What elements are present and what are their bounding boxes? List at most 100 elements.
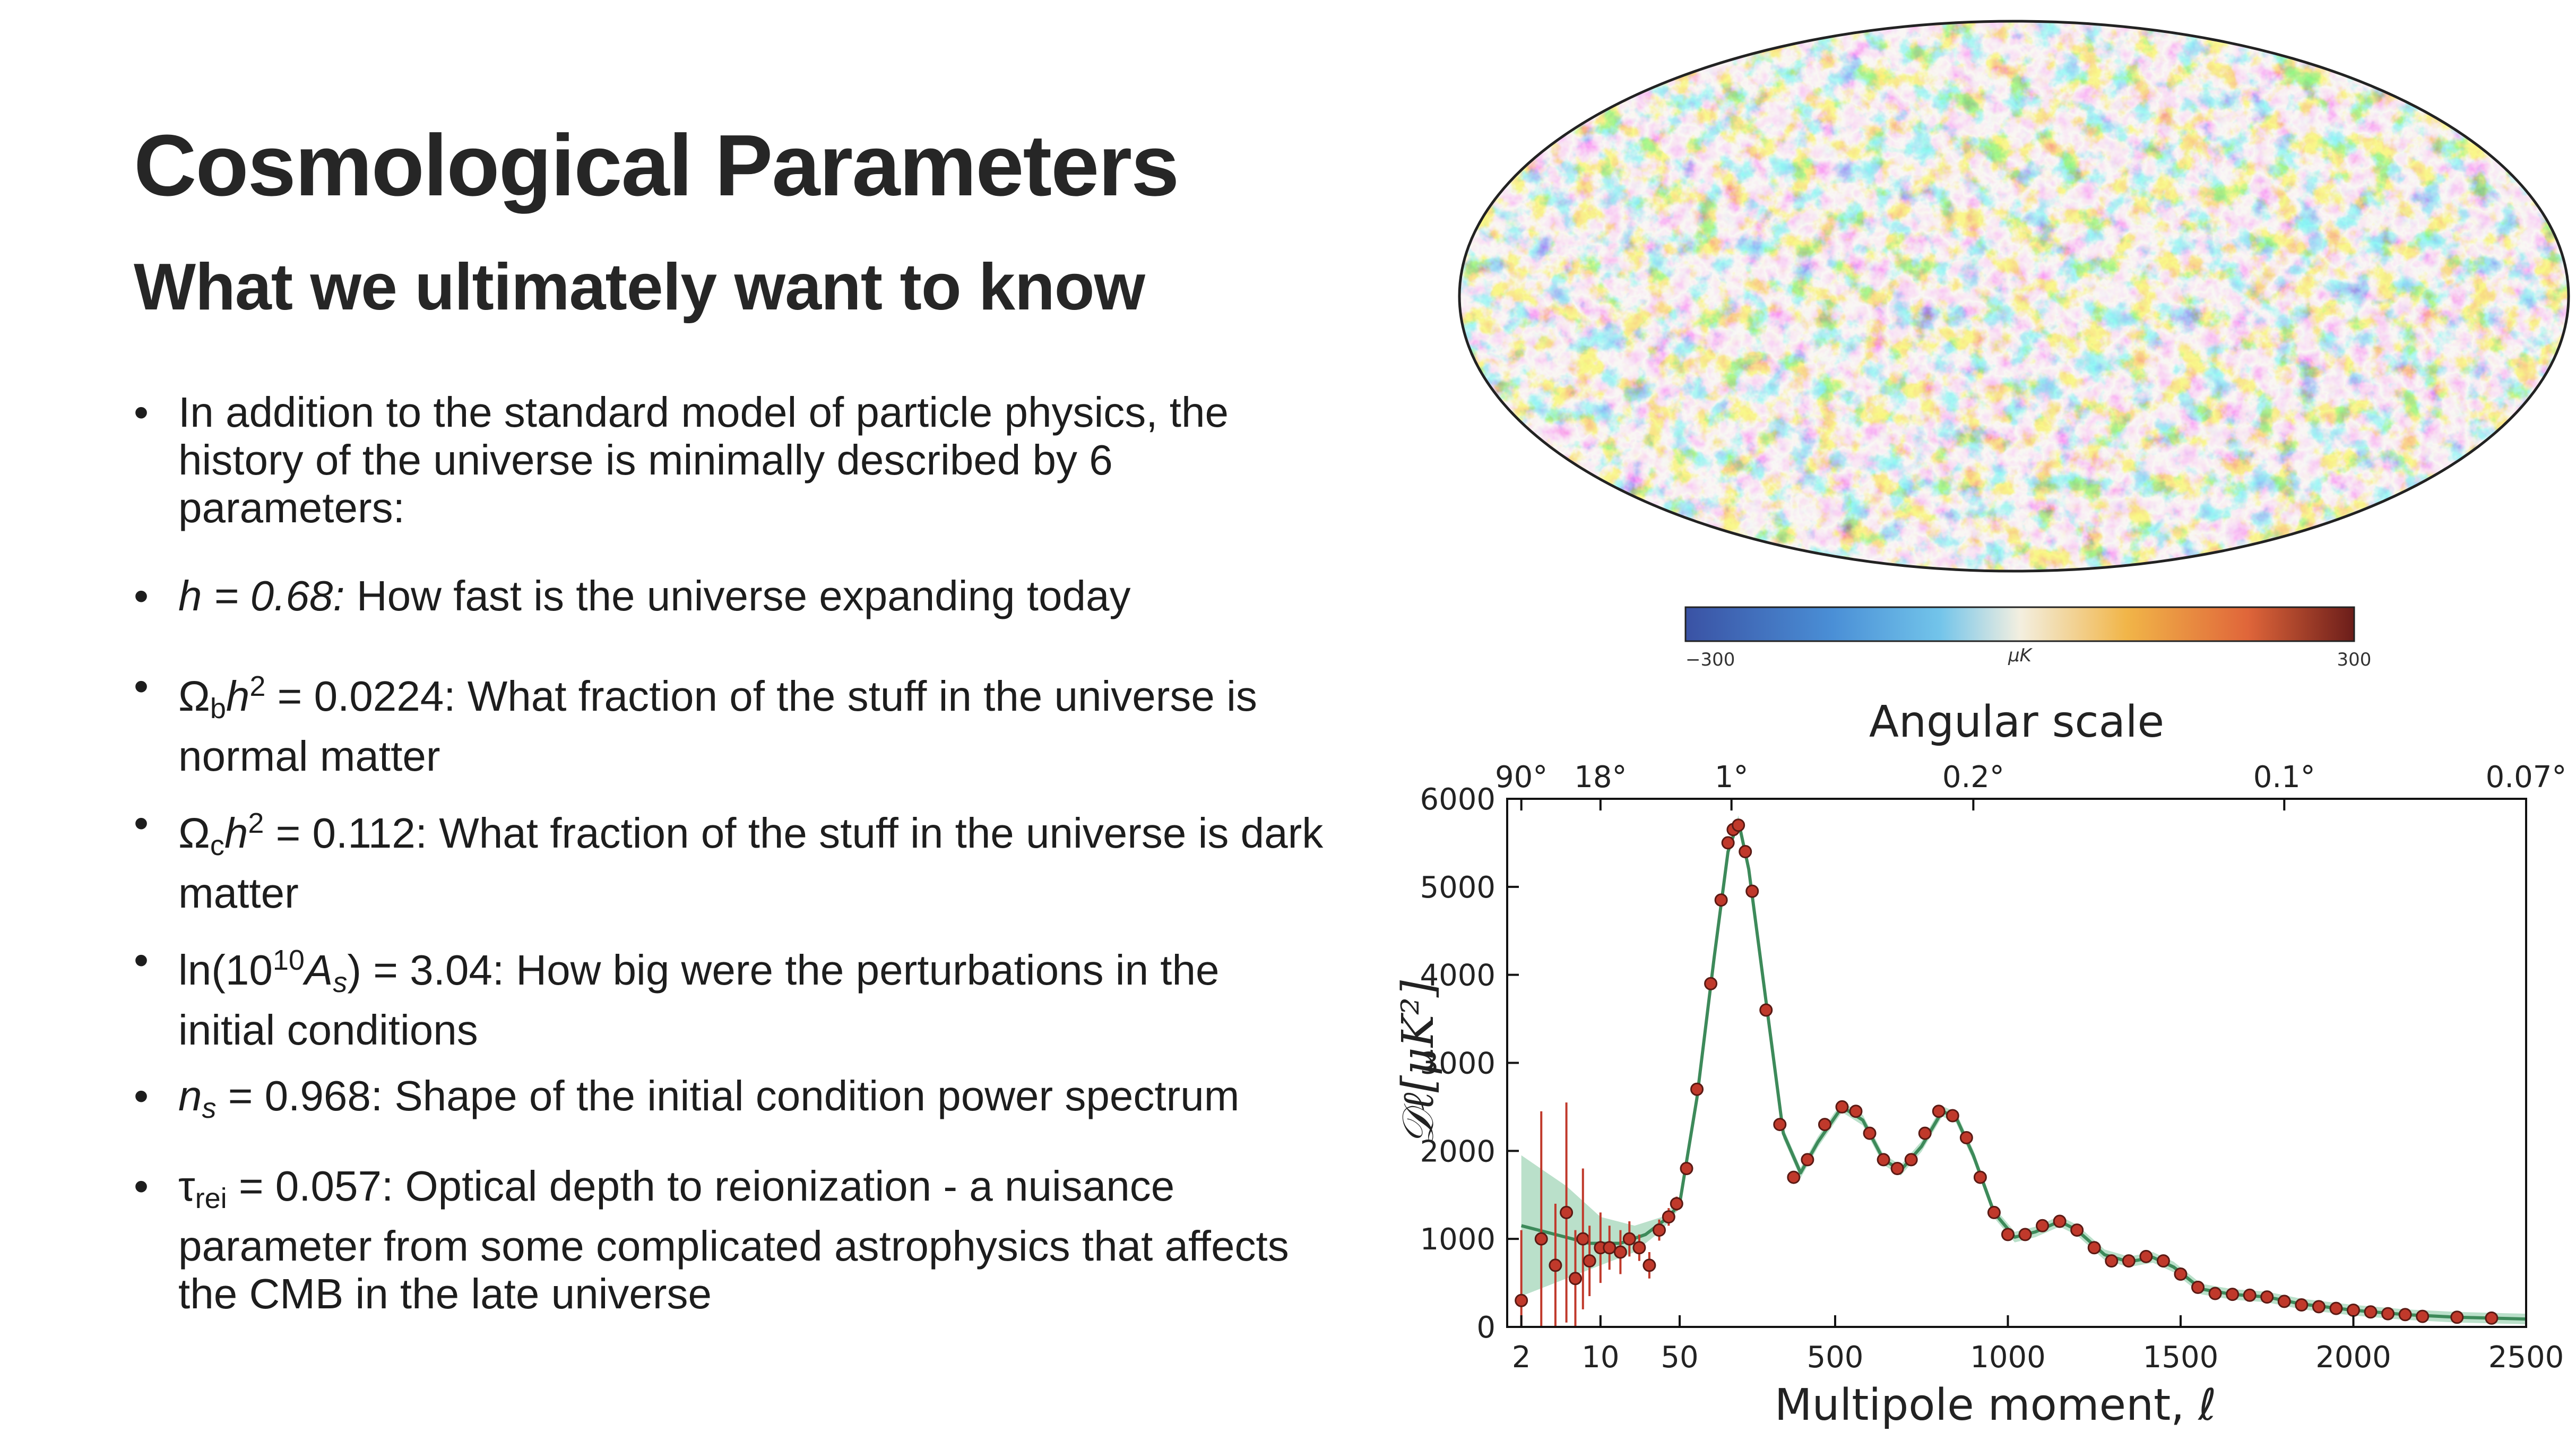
- x-tick-label: 1500: [2143, 1340, 2219, 1375]
- data-point: [2260, 1290, 2274, 1304]
- x-axis-title: Multipole moment, ℓ: [1775, 1380, 2216, 1430]
- y-tick-label: 5000: [1420, 870, 1496, 905]
- bullet-dot: •: [134, 1072, 149, 1119]
- bullet-dot: •: [134, 1162, 149, 1210]
- slide-subtitle: What we ultimately want to know: [134, 251, 1145, 324]
- data-point: [1932, 1105, 1946, 1118]
- data-point: [1773, 1118, 1787, 1132]
- data-point: [2087, 1241, 2101, 1255]
- data-point: [1877, 1153, 1890, 1167]
- data-point: [1576, 1232, 1590, 1246]
- data-point: [2277, 1295, 2291, 1308]
- a-symbol: A: [304, 946, 333, 994]
- data-point: [1613, 1245, 1627, 1259]
- bullet-dot: •: [134, 389, 149, 436]
- top-tick-label: 90°: [1495, 760, 1548, 795]
- amplitude-text: ) = 3.04: How big were the perturbations…: [178, 946, 1220, 1054]
- power-spectrum-chart: 0 1000 2000 3000 4000 5000 6000 2 10 50 500 1000 150…: [1396, 697, 2566, 1430]
- data-point: [1818, 1118, 1831, 1132]
- data-point: [2226, 1288, 2240, 1301]
- top-tick-label: 0.07°: [2486, 760, 2567, 795]
- bullet-text: In addition to the standard model of par…: [178, 389, 1229, 531]
- x-tick-label: 2: [1512, 1340, 1531, 1375]
- cmb-sky-map: [1458, 20, 2570, 573]
- omega-b-text: = 0.0224: What fraction of the stuff in …: [178, 672, 1257, 780]
- bullet-dot: •: [134, 936, 149, 984]
- data-point: [2122, 1254, 2136, 1268]
- data-point: [1835, 1100, 1849, 1114]
- data-point: [1549, 1258, 1562, 1272]
- tau-text: = 0.057: Optical depth to reionization -…: [178, 1162, 1289, 1317]
- data-points: [1515, 818, 2499, 1327]
- data-point: [1801, 1153, 1814, 1167]
- axes: 0 1000 2000 3000 4000 5000 6000 2 10 50 500 1000 150…: [1420, 760, 2566, 1375]
- omega-c-subscript: c: [210, 830, 224, 861]
- h-symbol: h: [226, 672, 250, 720]
- data-point: [1987, 1205, 2001, 1219]
- bullet-omega-c: • Ωch2 = 0.112: What fraction of the stu…: [134, 799, 1328, 917]
- rei-subscript: rei: [195, 1183, 227, 1214]
- y-tick-label: 3000: [1420, 1047, 1496, 1081]
- data-point: [2485, 1311, 2499, 1325]
- data-point: [1959, 1131, 1973, 1144]
- h-symbol: h: [224, 809, 248, 857]
- top-tick-label: 0.2°: [1942, 760, 2004, 795]
- y-axis-title: 𝒟ℓ[μK²]: [1396, 980, 1443, 1145]
- data-point: [2364, 1305, 2378, 1319]
- ns-text: = 0.968: Shape of the initial condition …: [216, 1072, 1240, 1119]
- data-point: [1534, 1232, 1548, 1246]
- data-point: [2381, 1307, 2395, 1321]
- data-point: [2295, 1298, 2309, 1312]
- bullet-intro: • In addition to the standard model of p…: [134, 389, 1328, 532]
- data-point: [1662, 1210, 1675, 1224]
- model-uncertainty-band: [1521, 815, 2526, 1325]
- data-point: [1603, 1241, 1617, 1255]
- data-point: [1973, 1170, 1987, 1184]
- data-point: [2450, 1310, 2464, 1324]
- data-point: [1732, 818, 1745, 832]
- superscript: 2: [248, 807, 264, 839]
- data-point: [1704, 977, 1718, 990]
- x-tick-label: 10: [1581, 1340, 1619, 1375]
- data-point: [2105, 1254, 2119, 1268]
- data-point: [2243, 1288, 2257, 1302]
- data-point: [2036, 1219, 2050, 1232]
- data-point: [2191, 1280, 2205, 1294]
- x-tick-label: 500: [1807, 1340, 1864, 1375]
- n-symbol: n: [178, 1072, 202, 1119]
- y-tick-label: 2000: [1420, 1134, 1496, 1169]
- omega-c-text: = 0.112: What fraction of the stuff in t…: [178, 809, 1324, 917]
- data-point: [1643, 1258, 1656, 1272]
- colorbar-unit-label: μK: [2008, 645, 2033, 666]
- bullet-ns: • ns = 0.968: Shape of the initial condi…: [134, 1072, 1328, 1132]
- s-subscript: s: [333, 967, 348, 998]
- data-point: [1890, 1162, 1904, 1175]
- data-point: [2346, 1303, 2360, 1317]
- uncertainty-band-high: [1680, 815, 2526, 1325]
- omega-symbol: Ω: [178, 672, 210, 720]
- data-point: [1680, 1162, 1693, 1175]
- hubble-text: How fast is the universe expanding today: [344, 572, 1131, 619]
- data-point: [2174, 1267, 2188, 1281]
- data-point: [1759, 1003, 1773, 1017]
- y-tick-label: 0: [1476, 1310, 1496, 1345]
- tau-symbol: τ: [178, 1162, 195, 1210]
- data-point: [1568, 1272, 1582, 1286]
- data-point: [1690, 1082, 1704, 1096]
- bullet-hubble: • h = 0.68: How fast is the universe exp…: [134, 572, 1328, 620]
- data-point: [1739, 845, 1752, 858]
- colorbar-min-label: −300: [1685, 649, 1735, 667]
- data-point: [2398, 1308, 2412, 1322]
- hubble-symbol: h = 0.68:: [178, 572, 345, 619]
- data-point: [2312, 1300, 2326, 1314]
- data-point: [1670, 1197, 1683, 1211]
- y-tick-label: 4000: [1420, 959, 1496, 993]
- bullet-omega-b: • Ωbh2 = 0.0224: What fraction of the st…: [134, 662, 1328, 780]
- top-tick-label: 0.1°: [2253, 760, 2315, 795]
- data-point: [1632, 1241, 1646, 1255]
- omega-symbol: Ω: [178, 809, 210, 857]
- data-point: [1652, 1223, 1666, 1237]
- x-tick-label: 1000: [1970, 1340, 2046, 1375]
- x-tick-label: 2000: [2315, 1340, 2391, 1375]
- data-point: [2139, 1249, 2153, 1263]
